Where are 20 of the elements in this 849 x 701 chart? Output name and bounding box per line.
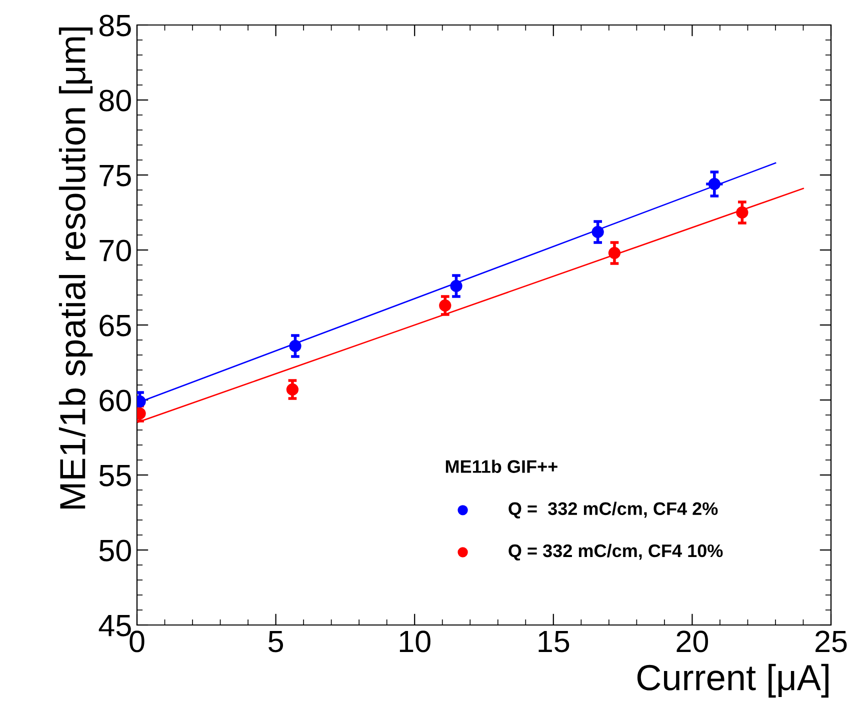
x-axis-title: Current [μA] xyxy=(637,664,828,698)
x-tick-label: 10 xyxy=(400,630,430,652)
y-axis-title: ME1/1b spatial resolution [μm] xyxy=(58,28,93,508)
y-tick-label: 80 xyxy=(99,90,131,112)
y-tick-label: 60 xyxy=(100,390,131,412)
legend-label: Q = 332 mC/cm, CF4 10% xyxy=(508,544,723,561)
y-tick-label: 85 xyxy=(99,14,131,36)
legend-label: Q = 332 mC/cm, CF4 2% xyxy=(508,502,718,518)
y-tick-label: 50 xyxy=(99,540,131,562)
x-tick-label: 0 xyxy=(130,630,144,652)
x-tick-label: 20 xyxy=(676,630,708,652)
y-tick-label: 55 xyxy=(99,465,131,486)
y-tick-label: 45 xyxy=(98,615,131,636)
y-tick-label: 70 xyxy=(100,240,131,262)
y-tick-label: 75 xyxy=(100,165,131,186)
x-tick-label: 5 xyxy=(268,630,284,652)
x-tick-label: 15 xyxy=(538,630,570,652)
x-tick-label: 25 xyxy=(816,630,847,652)
legend-title: ME11b GIF++ xyxy=(446,460,558,473)
y-tick-label: 65 xyxy=(100,314,131,336)
